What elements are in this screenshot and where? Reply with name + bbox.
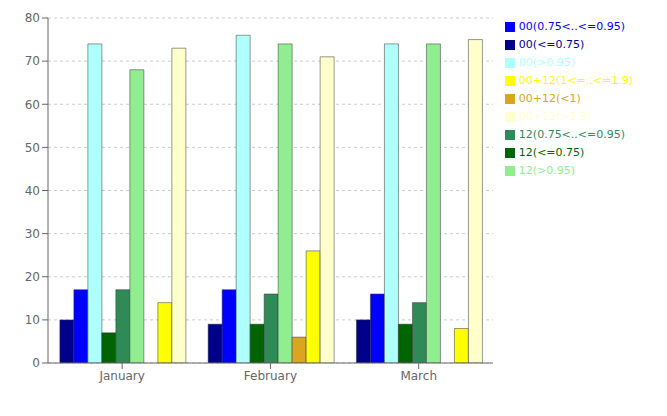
svg-text:70: 70	[25, 54, 40, 68]
html-text:12(>0.95): 12(>0.95)	[518, 164, 576, 177]
svg-text:30: 30	[25, 227, 40, 241]
html-text:00(0.75<..<=0.95): 00(0.75<..<=0.95)	[518, 20, 626, 33]
svg-text:80: 80	[25, 11, 40, 25]
svg-text:50: 50	[25, 141, 40, 155]
svg-text:60: 60	[25, 98, 40, 112]
html-text:00(>0.95): 00(>0.95)	[518, 56, 576, 69]
html-text:00+12(>1.9): 00+12(>1.9)	[518, 110, 592, 123]
html-text:12(<=0.75): 12(<=0.75)	[518, 146, 585, 159]
html-text:00+12(1<=..<=1.9): 00+12(1<=..<=1.9)	[518, 74, 633, 87]
svg-text:March: March	[400, 369, 437, 383]
svg-text:10: 10	[25, 313, 40, 327]
html-text:12(0.75<..<=0.95): 12(0.75<..<=0.95)	[518, 128, 626, 141]
svg-text:January: January	[98, 369, 145, 383]
svg-text:February: February	[244, 369, 297, 383]
svg-text:20: 20	[25, 270, 40, 284]
html-text:00+12(<1): 00+12(<1)	[518, 92, 581, 105]
svg-text:40: 40	[25, 184, 40, 198]
svg-text:0: 0	[32, 356, 40, 370]
html-text:00(<=0.75): 00(<=0.75)	[518, 38, 585, 51]
